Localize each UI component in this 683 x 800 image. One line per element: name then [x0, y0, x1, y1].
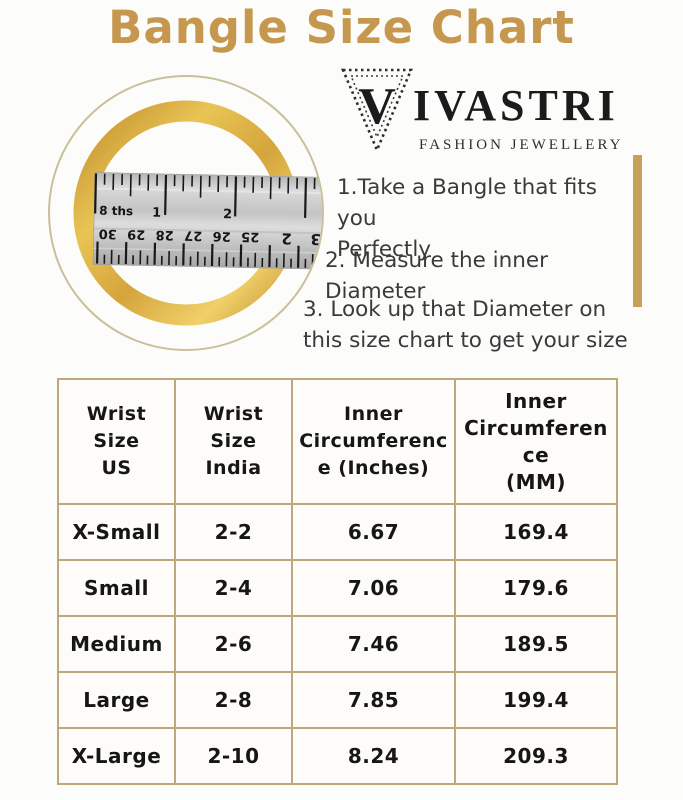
cell-mm: 209.3: [454, 727, 618, 785]
table-row: X-Large 2-10 8.24 209.3: [57, 727, 618, 785]
cell-india-size: 2-10: [174, 727, 293, 785]
cell-us-size: X-Large: [57, 727, 176, 785]
instruction-step-2: 2. Measure the inner Diameter: [325, 248, 548, 304]
svg-text:1: 1: [152, 206, 161, 221]
cell-mm: 199.4: [454, 671, 618, 729]
ruler-ticks-top-inches: [94, 173, 325, 218]
cell-india-size: 2-4: [174, 559, 293, 617]
cell-inches: 7.46: [291, 615, 456, 673]
svg-text:8 ths: 8 ths: [99, 204, 133, 219]
ruler-ticks-bottom-mm: [96, 241, 321, 269]
bangle-ruler-figure: 8 ths 1 2 30 29 28 27 26 25 2 3: [20, 62, 352, 364]
decorative-gold-bar: [633, 155, 642, 307]
cell-india-size: 2-8: [174, 671, 293, 729]
table-row: X-Small 2-2 6.67 169.4: [57, 503, 618, 561]
cell-inches: 6.67: [291, 503, 456, 561]
outer-circle-ornament: [48, 75, 324, 351]
brand-name: IVASTRI: [413, 81, 619, 130]
header-wrist-size-india: Wrist Size India: [174, 378, 293, 505]
cell-mm: 189.5: [454, 615, 618, 673]
svg-text:26: 26: [213, 228, 231, 243]
header-inner-circumference-mm: Inner Circumferen ce (MM): [454, 378, 618, 505]
brand-v-letter: V: [358, 78, 396, 135]
size-table-container: Wrist Size US Wrist Size India Inner Cir…: [57, 378, 618, 785]
svg-text:25: 25: [241, 229, 259, 244]
table-row: Medium 2-6 7.46 189.5: [57, 615, 618, 673]
instruction-step-3: 3. Look up that Diameter on this size ch…: [303, 297, 628, 353]
svg-text:29: 29: [127, 226, 145, 241]
cell-us-size: Medium: [57, 615, 176, 673]
size-table: Wrist Size US Wrist Size India Inner Cir…: [57, 378, 618, 785]
table-row: Large 2-8 7.85 199.4: [57, 671, 618, 729]
svg-text:30: 30: [99, 226, 117, 241]
cell-us-size: Small: [57, 559, 176, 617]
table-header-row: Wrist Size US Wrist Size India Inner Cir…: [57, 378, 618, 505]
svg-text:2: 2: [223, 207, 232, 222]
ruler-number-labels: 8 ths 1 230 29 28 27 26 25 2 3: [99, 204, 322, 249]
header-wrist-size-us: Wrist Size US: [57, 378, 176, 505]
brand-tagline: FASHION JEWELLERY: [419, 137, 624, 153]
cell-inches: 7.85: [291, 671, 456, 729]
instruction-step-1: 1.Take a Bangle that fits you Perfectly: [337, 175, 597, 262]
cell-mm: 179.6: [454, 559, 618, 617]
brand-emblem-v-icon: V: [341, 68, 413, 154]
svg-text:2: 2: [281, 229, 292, 247]
ruler: 8 ths 1 230 29 28 27 26 25 2 3: [92, 172, 326, 271]
cell-us-size: X-Small: [57, 503, 176, 561]
svg-text:3: 3: [310, 230, 321, 248]
cell-inches: 8.24: [291, 727, 456, 785]
cell-india-size: 2-6: [174, 615, 293, 673]
svg-text:28: 28: [156, 227, 174, 242]
cell-mm: 169.4: [454, 503, 618, 561]
header-inner-circumference-inches: Inner Circumferenc e (Inches): [291, 378, 456, 505]
table-row: Small 2-4 7.06 179.6: [57, 559, 618, 617]
svg-text:27: 27: [184, 227, 202, 242]
cell-us-size: Large: [57, 671, 176, 729]
cell-inches: 7.06: [291, 559, 456, 617]
cell-india-size: 2-2: [174, 503, 293, 561]
bangle-ruler-image: 8 ths 1 230 29 28 27 26 25 2 3: [48, 75, 326, 351]
page-title: Bangle Size Chart: [108, 1, 575, 54]
